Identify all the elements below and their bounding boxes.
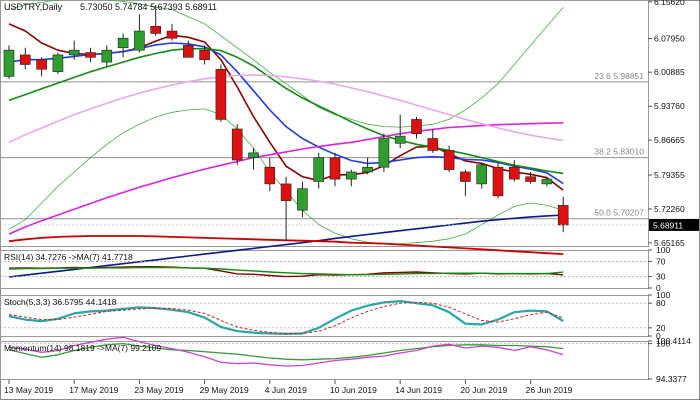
y-tick-label: 5.86665 [654,135,685,145]
indicator-line-2-1 [8,301,564,334]
indicator-line-1-1 [8,266,564,276]
candle-bearish[interactable] [19,54,31,65]
indicator-line-3-0 [8,342,564,361]
candle-bearish[interactable] [150,25,161,34]
moving-average-1 [8,42,564,185]
panel-border-1 [0,250,649,289]
band-upper [8,0,564,128]
candle-bearish[interactable] [460,171,471,182]
fib-label: 38.2 5.83010 [594,147,644,157]
indicator-title: Stoch(5,3,3) 36.5795 44.1418 [4,297,117,307]
candle-bearish[interactable] [525,176,536,182]
candle-bearish[interactable] [183,45,194,58]
candle-bullish[interactable] [313,157,325,182]
chart-ohlc: 5.73050 5.74784 5.67393 5.68911 [80,2,217,12]
x-tick-label: 14 Jun 2019 [395,385,442,395]
candle-bearish[interactable] [280,183,292,201]
y-tick-label: 0 [656,283,661,293]
y-tick-label: 0 [656,331,661,341]
indicator-title: RSI(14) 34.7276 ->MA(7) 41.7718 [4,252,133,262]
x-tick-label: 29 May 2019 [200,385,249,395]
y-tick-label: 30 [656,272,666,282]
panel-border-3 [0,341,649,380]
candle-bearish[interactable] [427,138,439,151]
candle-bullish[interactable] [541,178,553,185]
panel-border-2 [0,295,649,337]
y-tick-label: 6.07950 [654,33,685,43]
candle-bullish[interactable] [297,188,308,211]
candle-bearish[interactable] [557,205,569,226]
chart-symbol: USDTRY,Daily [4,2,63,12]
y-tick-label: 5.93760 [654,101,685,111]
candle-bearish[interactable] [443,150,455,170]
candle-bullish[interactable] [248,152,259,158]
candle-bearish[interactable] [85,52,96,58]
candle-bullish[interactable] [134,30,145,51]
candle-bearish[interactable] [36,59,47,70]
last-price-label: 5.68911 [653,220,683,230]
candle-bearish[interactable] [166,30,178,39]
candle-bearish[interactable] [199,49,210,61]
y-tick-label: 80 [656,298,666,308]
candle-bearish[interactable] [231,128,243,161]
candle-bullish[interactable] [3,49,15,77]
candle-bearish[interactable] [411,119,422,135]
candle-bearish[interactable] [329,157,341,180]
x-tick-label: 20 Jun 2019 [460,385,507,395]
candle-bearish[interactable] [215,68,227,120]
indicator-title: Momentum(14) 98.1819 ->MA(7) 99.2109 [4,343,161,353]
x-tick-label: 26 Jun 2019 [526,385,573,395]
y-tick-label: 5.72260 [654,204,685,214]
candle-bullish[interactable] [394,135,406,144]
candle-bullish[interactable] [68,49,80,56]
candle-bullish[interactable] [101,49,113,63]
last-price-box [649,218,699,231]
x-tick-label: 17 May 2019 [69,385,118,395]
candle-bullish[interactable] [117,37,129,49]
candle-bullish[interactable] [52,54,64,72]
candle-bullish[interactable] [362,166,373,173]
y-tick-label: 6.00885 [654,67,685,77]
candle-bearish[interactable] [508,166,520,180]
candle-bullish[interactable] [345,171,357,180]
y-tick-label: 20 [656,323,666,333]
y-tick-label: 5.65165 [654,238,685,248]
y-tick-label: 100 [656,245,670,255]
y-tick-label: 5.79355 [654,170,685,180]
y-tick-label: 6.15620 [654,0,685,7]
moving-average-2 [8,47,564,175]
indicator-line-3-1 [8,336,564,367]
y-tick-label: 94.3377 [656,374,687,384]
fib-label: 23.6 5.98851 [594,71,644,81]
moving-average-3 [8,122,564,235]
x-tick-label: 23 May 2019 [134,385,183,395]
moving-average-4 [8,74,564,144]
x-tick-label: 4 Jun 2019 [265,385,307,395]
candle-bearish[interactable] [492,166,504,197]
panel-border-0 [0,0,649,247]
y-tick-label: 100.4114 [656,336,691,346]
moving-average-5 [8,214,564,278]
y-tick-label: 70 [656,256,666,266]
candle-bullish[interactable] [378,138,390,168]
candle-bearish[interactable] [264,166,276,185]
y-tick-label: 100 [656,290,670,300]
candle-bullish[interactable] [476,164,488,185]
x-tick-label: 13 May 2019 [4,385,53,395]
fib-label: 50.0 5.70207 [594,208,644,218]
y-tick-label: 100 [656,339,670,349]
x-tick-label: 10 Jun 2019 [330,385,377,395]
